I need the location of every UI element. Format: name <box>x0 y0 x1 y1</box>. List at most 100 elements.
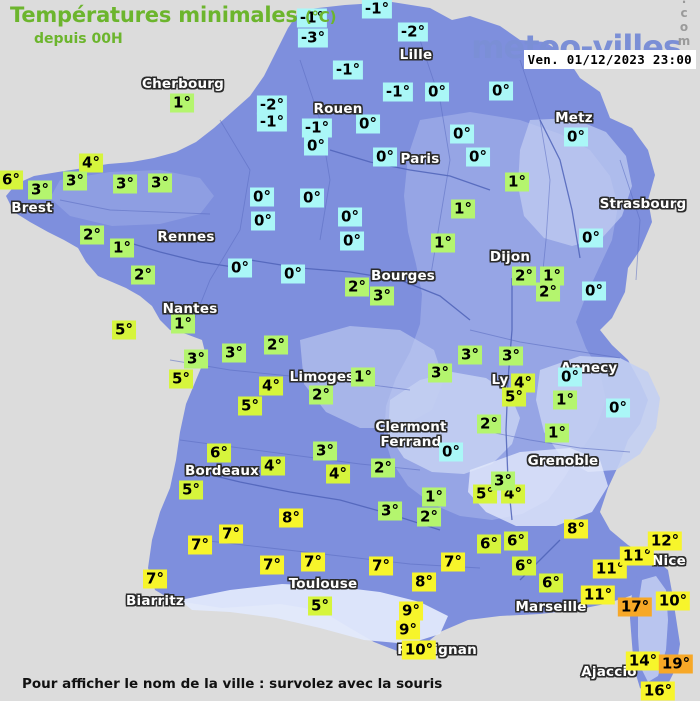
temperature-chip[interactable]: 0° <box>425 82 449 102</box>
city-label[interactable]: Toulouse <box>288 576 358 592</box>
temperature-chip[interactable]: 0° <box>373 147 397 167</box>
temperature-chip[interactable]: 5° <box>238 396 262 416</box>
temperature-chip[interactable]: 0° <box>356 114 380 134</box>
temperature-chip[interactable]: 2° <box>264 335 288 355</box>
temperature-chip[interactable]: 11° <box>580 585 616 605</box>
temperature-chip[interactable]: 4° <box>79 153 103 173</box>
temperature-chip[interactable]: 3° <box>491 471 515 491</box>
temperature-chip[interactable]: 7° <box>301 552 325 572</box>
temperature-chip[interactable]: 1° <box>431 233 455 253</box>
temperature-chip[interactable]: 0° <box>489 81 513 101</box>
city-label[interactable]: Bordeaux <box>184 463 260 479</box>
temperature-chip[interactable]: 4° <box>326 464 350 484</box>
temperature-chip[interactable]: 0° <box>606 398 630 418</box>
temperature-chip[interactable]: 10° <box>401 640 437 660</box>
temperature-chip[interactable]: -1° <box>361 0 393 19</box>
temperature-chip[interactable]: -3° <box>297 28 329 48</box>
temperature-chip[interactable]: 1° <box>545 423 569 443</box>
temperature-chip[interactable]: 7° <box>188 535 212 555</box>
temperature-chip[interactable]: 7° <box>369 556 393 576</box>
temperature-chip[interactable]: 1° <box>553 390 577 410</box>
city-label[interactable]: Ferrand <box>380 434 442 450</box>
temperature-chip[interactable]: 2° <box>417 507 441 527</box>
temperature-chip[interactable]: 2° <box>477 414 501 434</box>
temperature-chip[interactable]: 0° <box>439 442 463 462</box>
city-label[interactable]: Cherbourg <box>141 76 225 92</box>
city-label[interactable]: Paris <box>400 151 440 167</box>
temperature-chip[interactable]: 4° <box>261 456 285 476</box>
temperature-chip[interactable]: 1° <box>110 238 134 258</box>
temperature-chip[interactable]: 3° <box>458 345 482 365</box>
city-label[interactable]: Metz <box>555 110 593 126</box>
temperature-chip[interactable]: 0° <box>450 124 474 144</box>
temperature-chip[interactable]: 3° <box>428 363 452 383</box>
temperature-chip[interactable]: 3° <box>148 173 172 193</box>
temperature-chip[interactable]: 0° <box>228 258 252 278</box>
temperature-chip[interactable]: 2° <box>131 265 155 285</box>
temperature-chip[interactable]: 3° <box>113 174 137 194</box>
temperature-chip[interactable]: 1° <box>171 314 195 334</box>
city-label[interactable]: Grenoble <box>527 453 599 469</box>
city-label[interactable]: Biarritz <box>126 593 184 609</box>
temperature-chip[interactable]: -2° <box>397 22 429 42</box>
temperature-chip[interactable]: 3° <box>222 343 246 363</box>
city-label[interactable]: Lille <box>399 47 433 63</box>
temperature-chip[interactable]: 6° <box>504 531 528 551</box>
city-label[interactable]: Nice <box>652 553 686 569</box>
temperature-chip[interactable]: -1° <box>301 118 333 138</box>
temperature-chip[interactable]: 1° <box>351 367 375 387</box>
temperature-chip[interactable]: 3° <box>370 286 394 306</box>
city-label[interactable]: Clermont <box>375 419 447 435</box>
temperature-chip[interactable]: 6° <box>477 534 501 554</box>
temperature-chip[interactable]: 3° <box>28 180 52 200</box>
temperature-chip[interactable]: 8° <box>564 519 588 539</box>
city-label[interactable]: Rouen <box>313 101 363 117</box>
temperature-chip[interactable]: 6° <box>0 170 23 190</box>
temperature-chip[interactable]: 8° <box>412 572 436 592</box>
temperature-chip[interactable]: 0° <box>558 367 582 387</box>
temperature-chip[interactable]: 5° <box>502 387 526 407</box>
temperature-chip[interactable]: 0° <box>564 127 588 147</box>
temperature-chip[interactable]: 0° <box>582 281 606 301</box>
city-label[interactable]: Ajaccio <box>581 664 637 680</box>
temperature-chip[interactable]: 7° <box>219 524 243 544</box>
temperature-chip[interactable]: 16° <box>640 681 676 701</box>
city-label[interactable]: Ly <box>491 372 509 388</box>
temperature-chip[interactable]: 3° <box>63 171 87 191</box>
temperature-chip[interactable]: 3° <box>313 441 337 461</box>
temperature-chip[interactable]: 2° <box>345 277 369 297</box>
temperature-chip[interactable]: 7° <box>441 552 465 572</box>
temperature-chip[interactable]: 0° <box>281 264 305 284</box>
city-label[interactable]: Marseille <box>515 599 587 615</box>
temperature-chip[interactable]: 6° <box>539 573 563 593</box>
temperature-chip[interactable]: 2° <box>309 385 333 405</box>
city-label[interactable]: Bourges <box>370 268 436 284</box>
temperature-chip[interactable]: -1° <box>332 60 364 80</box>
temperature-chip[interactable]: 6° <box>207 443 231 463</box>
city-label[interactable]: Rennes <box>157 229 215 245</box>
temperature-chip[interactable]: 1° <box>422 487 446 507</box>
temperature-chip[interactable]: 1° <box>505 172 529 192</box>
temperature-chip[interactable]: 7° <box>260 555 284 575</box>
temperature-chip[interactable]: 11° <box>619 546 655 566</box>
temperature-chip[interactable]: 0° <box>466 147 490 167</box>
temperature-chip[interactable]: 17° <box>617 597 653 617</box>
temperature-chip[interactable]: 2° <box>536 282 560 302</box>
temperature-chip[interactable]: 2° <box>512 266 536 286</box>
temperature-chip[interactable]: -1° <box>256 112 288 132</box>
temperature-chip[interactable]: 4° <box>259 376 283 396</box>
temperature-chip[interactable]: 5° <box>112 320 136 340</box>
temperature-chip[interactable]: 7° <box>143 569 167 589</box>
temperature-chip[interactable]: 3° <box>499 346 523 366</box>
temperature-chip[interactable]: 9° <box>396 620 420 640</box>
temperature-chip[interactable]: 1° <box>170 93 194 113</box>
temperature-chip[interactable]: 0° <box>304 136 328 156</box>
temperature-chip[interactable]: 0° <box>300 188 324 208</box>
temperature-chip[interactable]: 0° <box>251 211 275 231</box>
temperature-chip[interactable]: -1° <box>296 8 328 28</box>
temperature-chip[interactable]: 1° <box>451 199 475 219</box>
city-label[interactable]: Strasbourg <box>599 196 687 212</box>
temperature-chip[interactable]: 0° <box>338 207 362 227</box>
temperature-chip[interactable]: 3° <box>184 349 208 369</box>
temperature-chip[interactable]: 19° <box>658 654 694 674</box>
